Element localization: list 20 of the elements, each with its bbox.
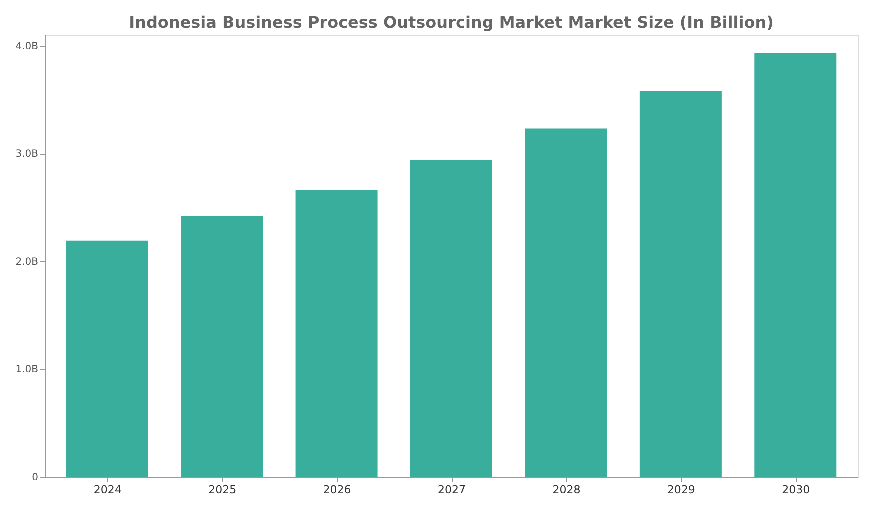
bar bbox=[754, 53, 837, 477]
chart-title: Indonesia Business Process Outsourcing Market Market Size (In Billion) bbox=[129, 13, 774, 32]
y-tick-label: 2.0B bbox=[16, 256, 39, 268]
y-tick-label: 4.0B bbox=[16, 41, 39, 52]
y-tick-label: 1.0B bbox=[16, 364, 39, 376]
x-tick-label: 2026 bbox=[323, 484, 352, 496]
bar bbox=[525, 128, 608, 477]
y-tick-label: 3.0B bbox=[16, 149, 39, 160]
x-tick-label: 2025 bbox=[208, 484, 237, 496]
bar bbox=[66, 240, 148, 477]
y-tick-label: 0 bbox=[32, 472, 38, 484]
bar bbox=[640, 91, 722, 477]
x-tick-label: 2030 bbox=[782, 484, 810, 496]
bar bbox=[410, 160, 492, 477]
x-tick-label: 2027 bbox=[438, 484, 466, 496]
x-tick-label: 2024 bbox=[94, 484, 122, 496]
x-tick-label: 2029 bbox=[667, 484, 696, 496]
bar bbox=[296, 190, 378, 477]
bar bbox=[181, 216, 264, 477]
x-tick-label: 2028 bbox=[552, 484, 581, 496]
